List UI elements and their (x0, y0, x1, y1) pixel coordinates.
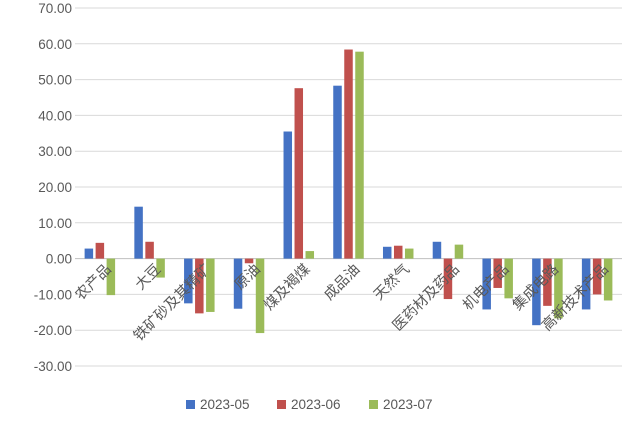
bar (554, 258, 563, 319)
legend-swatch (369, 400, 378, 409)
y-tick-label: -30.00 (34, 359, 72, 374)
y-tick-label: 60.00 (38, 37, 72, 52)
bar (84, 248, 94, 259)
y-tick-label: -10.00 (34, 287, 72, 302)
bar (581, 258, 591, 310)
legend: 2023-05 2023-06 2023-07 (186, 397, 433, 412)
bar (333, 85, 342, 259)
bar (145, 241, 154, 259)
y-tick-label: 70.00 (38, 1, 72, 16)
bar (493, 258, 502, 288)
y-tick-label: 0.00 (46, 252, 72, 267)
legend-label: 2023-06 (291, 397, 341, 412)
bar (233, 258, 243, 309)
y-tick-label: 40.00 (38, 108, 72, 123)
bar (603, 258, 613, 301)
bar (504, 258, 513, 299)
y-tick-label: 20.00 (38, 180, 72, 195)
bar (195, 258, 204, 314)
y-tick-label: 30.00 (38, 144, 72, 159)
bar (454, 244, 464, 259)
x-category-label: 成品油 (321, 261, 364, 304)
y-tick-label: 50.00 (38, 73, 72, 88)
bar (482, 258, 491, 310)
bar (156, 258, 165, 278)
bar (106, 258, 116, 296)
y-tick-label: -20.00 (34, 323, 72, 338)
bar (443, 258, 453, 300)
x-category-label: 天然气 (370, 261, 413, 304)
bar (592, 258, 602, 295)
bar (532, 258, 541, 326)
bar (344, 49, 353, 259)
bar (283, 131, 293, 259)
bar (206, 258, 215, 312)
x-category-label: 煤及褐煤 (261, 261, 314, 314)
bar (184, 258, 193, 304)
bar (543, 258, 552, 306)
bar (393, 245, 403, 259)
legend-swatch (186, 400, 195, 409)
y-tick-label: 10.00 (38, 216, 72, 231)
bar (382, 246, 392, 259)
bar (255, 258, 265, 334)
y-axis: 70.00 60.00 50.00 40.00 30.00 20.00 10.00 0.00 -… (34, 1, 72, 374)
bar (95, 242, 105, 259)
bar (244, 258, 254, 264)
bar (355, 51, 364, 259)
legend-swatch (277, 400, 286, 409)
legend-label: 2023-05 (200, 397, 250, 412)
bar (294, 88, 304, 259)
bar (404, 248, 414, 259)
bar (432, 241, 442, 259)
bar (305, 251, 315, 259)
bar (134, 206, 143, 259)
bars (84, 49, 613, 334)
legend-label: 2023-07 (383, 397, 433, 412)
